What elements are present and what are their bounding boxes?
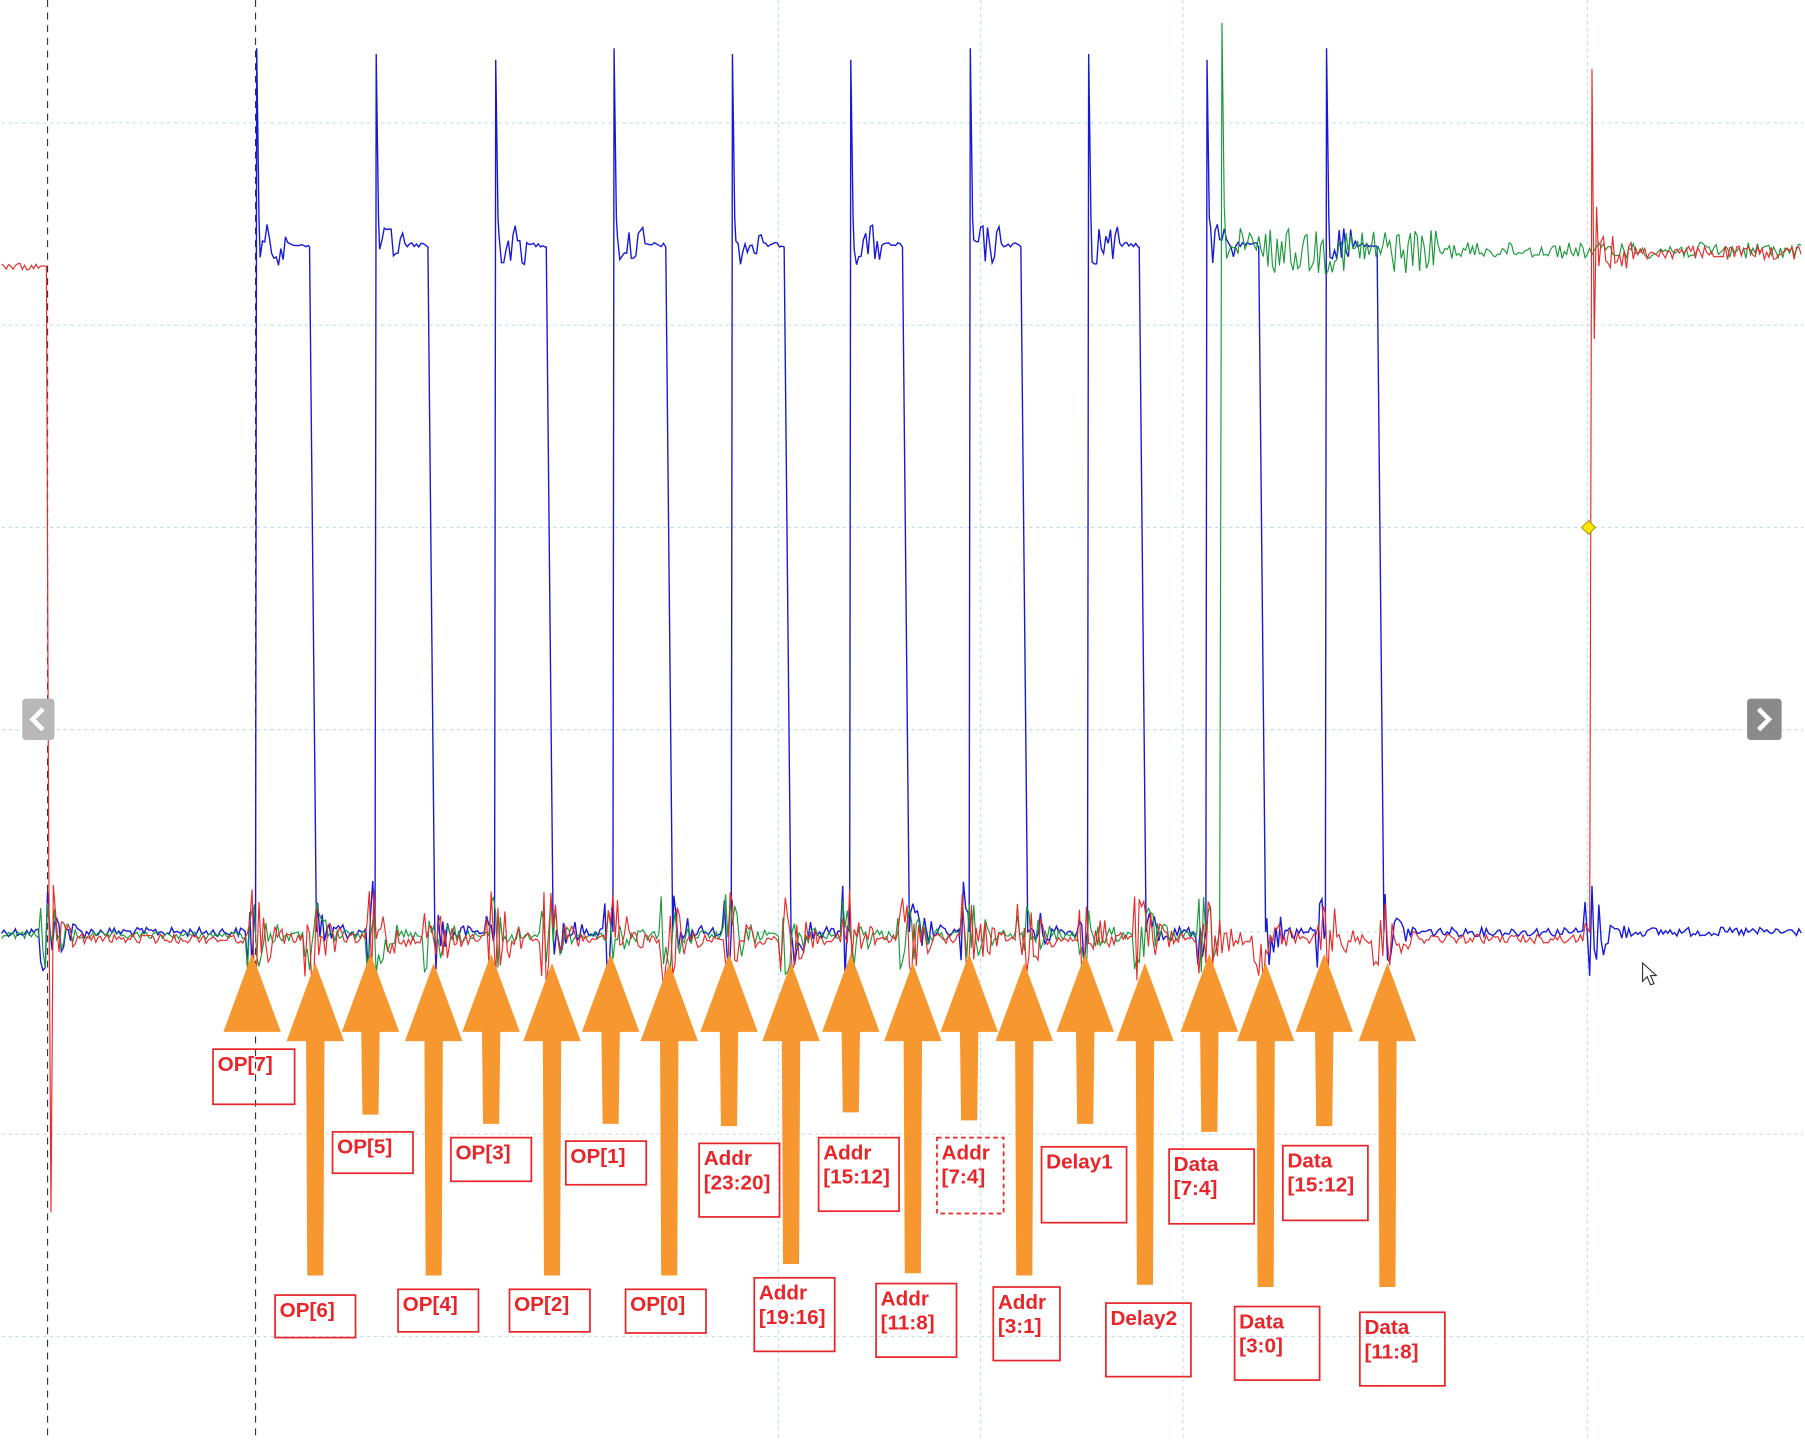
arrow	[223, 953, 281, 1032]
label-text: Data	[1287, 1150, 1332, 1173]
arrow	[404, 962, 463, 1276]
arrows	[223, 953, 1417, 1288]
prev-button[interactable]	[22, 698, 55, 741]
label-box	[1040, 1145, 1128, 1224]
label-text: OP[2]	[514, 1293, 569, 1316]
label-text: [19:16]	[759, 1306, 826, 1329]
label-text: [11:8]	[1364, 1340, 1418, 1363]
label-text: Data	[1174, 1153, 1219, 1176]
arrow	[1295, 953, 1353, 1127]
arrow	[462, 953, 520, 1124]
label-text: OP[1]	[570, 1145, 625, 1168]
arrow	[286, 962, 345, 1276]
red-trace	[1, 68, 1802, 1213]
label-text: OP[4]	[403, 1293, 458, 1316]
label-text: OP[0]	[630, 1293, 685, 1316]
label-box	[1233, 1305, 1321, 1381]
trigger-marker	[1580, 519, 1597, 535]
green-trace	[1, 22, 1802, 976]
traces	[1, 22, 1802, 1213]
label-text: OP[7]	[218, 1053, 273, 1076]
label-box	[1168, 1148, 1255, 1225]
label-text: [11:8]	[881, 1312, 935, 1335]
label-box	[753, 1276, 836, 1353]
mouse-cursor	[1641, 961, 1658, 986]
arrow	[940, 953, 998, 1121]
label-box	[212, 1048, 296, 1106]
arrow	[1358, 962, 1417, 1288]
arrow	[1180, 953, 1239, 1132]
arrow	[581, 953, 640, 1124]
label-text: [3:1]	[998, 1315, 1042, 1338]
arrow	[1056, 953, 1114, 1124]
label-text: OP[3]	[455, 1141, 510, 1164]
label-box	[331, 1131, 414, 1175]
label-box	[875, 1282, 958, 1358]
label-text: [23:20]	[704, 1171, 771, 1194]
label-text: Addr	[998, 1291, 1046, 1314]
label-box	[450, 1136, 533, 1183]
label-text: [15:12]	[823, 1166, 890, 1189]
label-box	[624, 1288, 707, 1334]
label-box	[936, 1136, 1005, 1215]
label-box	[992, 1286, 1061, 1362]
label-text: Data	[1364, 1316, 1409, 1339]
label-box	[1358, 1311, 1446, 1387]
label-text: Addr	[823, 1141, 871, 1164]
label-box	[397, 1288, 480, 1333]
label-box	[1281, 1144, 1369, 1222]
label-text: Delay2	[1110, 1307, 1177, 1330]
label-text: OP[6]	[280, 1299, 335, 1322]
label-box	[274, 1294, 357, 1339]
arrow	[341, 953, 400, 1115]
next-button[interactable]	[1747, 698, 1782, 741]
label-text: [7:4]	[942, 1166, 986, 1189]
label-text: Addr	[942, 1141, 990, 1164]
label-text: Data	[1239, 1310, 1284, 1333]
label-text: Addr	[759, 1282, 807, 1305]
arrow	[1116, 962, 1174, 1285]
label-box	[1105, 1302, 1192, 1378]
label-text: Addr	[704, 1147, 752, 1170]
arrow	[822, 953, 880, 1113]
arrow	[995, 962, 1054, 1276]
blue-trace	[1, 48, 1802, 977]
label-text: Delay1	[1046, 1151, 1113, 1174]
label-box	[508, 1288, 591, 1333]
arrow	[1236, 962, 1295, 1288]
arrow	[523, 962, 581, 1276]
label-box	[698, 1142, 781, 1218]
label-text: [7:4]	[1174, 1177, 1218, 1200]
label-box	[564, 1140, 648, 1186]
arrow	[762, 962, 820, 1265]
arrow	[884, 962, 942, 1274]
label-text: Addr	[881, 1287, 929, 1310]
label-text: OP[5]	[337, 1136, 392, 1159]
label-text: [3:0]	[1239, 1335, 1283, 1358]
label-text: [15:12]	[1287, 1174, 1354, 1197]
label-box	[817, 1136, 900, 1213]
arrow	[700, 953, 758, 1127]
arrow	[640, 962, 698, 1276]
labels: OP[7] OP[6] OP[5] OP[4] OP[3] OP[2] OP[1] OP[0]…	[212, 1048, 1446, 1387]
